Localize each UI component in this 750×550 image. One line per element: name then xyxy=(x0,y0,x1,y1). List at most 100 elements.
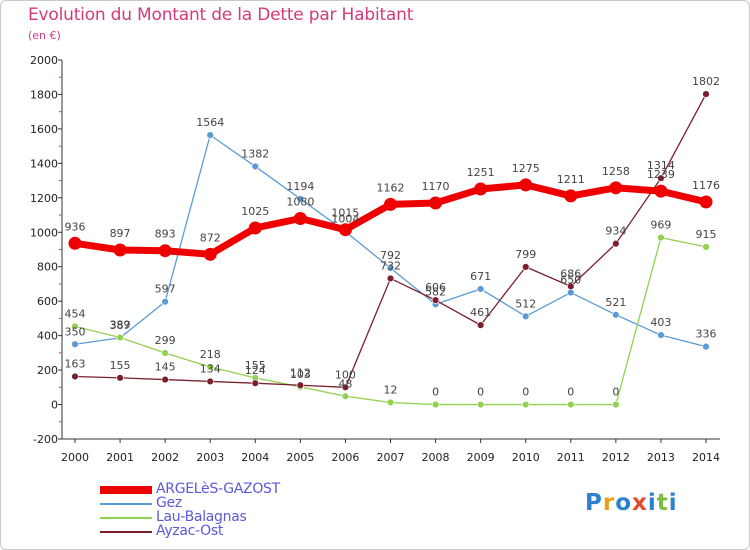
data-label: 1314 xyxy=(647,159,675,172)
data-label: 103 xyxy=(290,368,311,381)
data-label: 1564 xyxy=(196,116,224,129)
data-label: 686 xyxy=(560,267,581,280)
data-point xyxy=(612,400,620,409)
y-tick-label: 1800 xyxy=(30,88,58,101)
axis-layer: -200020040060080010001200140016001800200… xyxy=(30,54,720,464)
data-point xyxy=(564,189,578,203)
data-label: 1015 xyxy=(331,207,359,220)
legend-swatch xyxy=(100,531,152,533)
data-point xyxy=(116,333,124,342)
data-label: 1080 xyxy=(286,195,314,208)
data-label: 12 xyxy=(384,383,398,396)
data-point xyxy=(702,342,710,351)
y-tick-label: 600 xyxy=(37,295,58,308)
data-point xyxy=(476,285,485,293)
y-tick-label: 800 xyxy=(37,261,58,274)
y-tick-label: -200 xyxy=(33,433,58,446)
data-point xyxy=(431,296,440,304)
data-point xyxy=(338,223,352,237)
x-tick-label: 2008 xyxy=(422,451,450,464)
data-point xyxy=(203,247,217,261)
data-label: 0 xyxy=(432,386,439,399)
legend-swatch xyxy=(100,517,152,519)
data-label: 1275 xyxy=(512,162,540,175)
data-point xyxy=(386,274,395,283)
data-point xyxy=(654,184,668,198)
data-point xyxy=(251,162,259,171)
logo-letter: P xyxy=(585,490,603,516)
data-label: 389 xyxy=(110,319,131,332)
x-tick-label: 2011 xyxy=(557,451,585,464)
y-tick-label: 0 xyxy=(51,399,58,412)
y-tick-label: 1600 xyxy=(30,123,58,136)
data-point xyxy=(71,322,79,331)
data-point xyxy=(431,400,440,409)
legend-label: Gez xyxy=(156,495,182,511)
data-point xyxy=(71,340,79,348)
legend-label: ARGELèS-GAZOST xyxy=(156,481,280,497)
data-label: 732 xyxy=(380,259,401,272)
data-point xyxy=(609,181,623,195)
data-point xyxy=(161,375,169,384)
data-label: 387 xyxy=(110,319,131,332)
data-label: 597 xyxy=(155,283,176,296)
y-tick-label: 1000 xyxy=(30,226,58,239)
data-label: 134 xyxy=(200,362,221,375)
data-label: 218 xyxy=(200,348,221,361)
data-label: 454 xyxy=(65,307,86,320)
data-label: 163 xyxy=(65,357,86,370)
data-label: 915 xyxy=(696,228,717,241)
data-point xyxy=(206,363,214,371)
data-point xyxy=(476,321,485,329)
data-label: 1004 xyxy=(331,213,359,226)
legend-label: Ayzac-Ost xyxy=(156,523,224,539)
y-tick-label: 1400 xyxy=(30,157,58,170)
data-point xyxy=(567,282,575,291)
data-point xyxy=(567,400,575,409)
data-label: 582 xyxy=(425,285,446,298)
data-point xyxy=(657,174,665,182)
data-label: 155 xyxy=(245,359,266,372)
data-label: 461 xyxy=(470,306,491,319)
x-tick-label: 2002 xyxy=(151,451,179,464)
x-tick-label: 2005 xyxy=(286,451,314,464)
x-tick-label: 2012 xyxy=(602,451,630,464)
logo-letter: t xyxy=(656,490,669,516)
data-point xyxy=(248,221,262,235)
data-point xyxy=(612,239,620,248)
logo-letter: i xyxy=(668,490,678,516)
data-label: 893 xyxy=(155,228,176,241)
data-label: 350 xyxy=(65,325,86,338)
data-label: 112 xyxy=(290,366,311,379)
data-point xyxy=(657,331,665,339)
logo-letter: i xyxy=(647,490,657,516)
data-label: 969 xyxy=(650,219,671,232)
data-label: 403 xyxy=(650,316,671,329)
data-label: 799 xyxy=(515,248,536,261)
data-point xyxy=(699,195,713,209)
data-point xyxy=(657,233,665,242)
data-label: 650 xyxy=(560,274,581,287)
series-layer xyxy=(68,90,713,409)
data-label: 1025 xyxy=(241,205,269,218)
data-point xyxy=(116,374,124,382)
data-point xyxy=(386,264,395,272)
data-label: 155 xyxy=(110,359,131,372)
data-label: 336 xyxy=(696,328,717,341)
data-label: 1162 xyxy=(377,181,405,194)
data-point xyxy=(161,297,169,306)
data-point xyxy=(476,400,485,409)
data-label: 1258 xyxy=(602,165,630,178)
data-point xyxy=(251,379,259,387)
data-label: 0 xyxy=(612,386,619,399)
data-label: 512 xyxy=(515,297,536,310)
proxiti-logo: Proxiti xyxy=(585,490,678,516)
data-label: 606 xyxy=(425,281,446,294)
data-label: 1802 xyxy=(692,75,720,88)
data-label: 1170 xyxy=(422,180,450,193)
data-point xyxy=(206,377,214,386)
data-point xyxy=(429,196,443,210)
data-label: 0 xyxy=(477,386,484,399)
data-point xyxy=(206,131,214,139)
